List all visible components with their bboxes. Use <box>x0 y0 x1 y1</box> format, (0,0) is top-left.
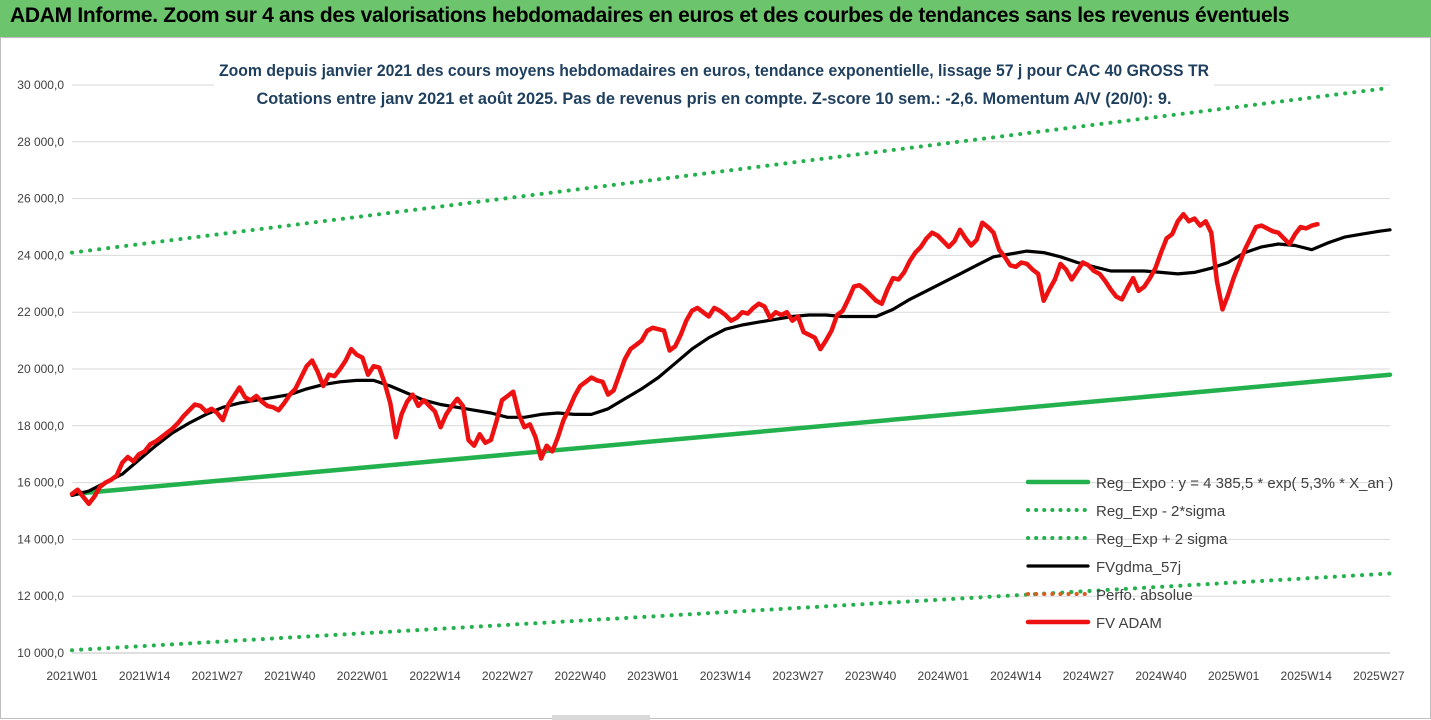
x-tick-label: 2022W27 <box>482 669 534 683</box>
x-tick-label: 2021W40 <box>264 669 316 683</box>
x-axis: 2021W01 2021W14 2021W27 2021W40 2022W01 2022W… <box>46 652 1405 683</box>
series-line-1 <box>70 571 1392 653</box>
x-tick-label: 2022W14 <box>409 669 461 683</box>
x-tick-label: 2021W01 <box>46 669 98 683</box>
y-tick-label: 10 000,0 <box>17 646 64 660</box>
y-tick-label: 26 000,0 <box>17 192 64 206</box>
x-tick-label: 2024W27 <box>1063 669 1115 683</box>
series-line-5 <box>69 211 1320 507</box>
y-tick-label: 22 000,0 <box>17 305 64 319</box>
x-tick-label: 2025W14 <box>1281 669 1333 683</box>
legend-label: FV ADAM <box>1096 615 1162 632</box>
x-tick-label: 2025W27 <box>1353 669 1405 683</box>
x-tick-label: 2024W01 <box>918 669 970 683</box>
x-tick-label: 2021W14 <box>119 669 171 683</box>
banner-title: ADAM Informe. Zoom sur 4 ans des valoris… <box>10 4 1290 27</box>
x-tick-label: 2023W01 <box>627 669 679 683</box>
x-tick-label: 2024W40 <box>1135 669 1187 683</box>
y-tick-label: 28 000,0 <box>17 135 64 149</box>
series-line-0 <box>69 372 1393 497</box>
x-tick-label: 2025W01 <box>1208 669 1260 683</box>
x-tick-label: 2022W01 <box>337 669 389 683</box>
legend-label: Perfo. absolue <box>1096 587 1193 604</box>
scroll-indicator <box>552 715 650 720</box>
legend: Reg_Expo : y = 4 385,5 * exp( 5,3% * X_a… <box>1025 475 1393 632</box>
x-tick-label: 2023W27 <box>772 669 824 683</box>
legend-label: FVgdma_57j <box>1096 559 1181 576</box>
x-tick-label: 2023W40 <box>845 669 897 683</box>
chart-title-line2: Cotations entre janv 2021 et août 2025. … <box>257 89 1172 108</box>
series-group <box>69 85 1393 653</box>
x-tick-label: 2022W40 <box>555 669 607 683</box>
title-banner: ADAM Informe. Zoom sur 4 ans des valoris… <box>0 0 1431 37</box>
chart-titles: Zoom depuis janvier 2021 des cours moyen… <box>214 56 1214 108</box>
y-tick-label: 18 000,0 <box>17 419 64 433</box>
series-line-2 <box>70 85 1392 255</box>
legend-label: Reg_Exp - 2*sigma <box>1096 503 1226 520</box>
y-tick-label: 20 000,0 <box>17 362 64 376</box>
y-tick-label: 14 000,0 <box>17 532 64 546</box>
x-tick-label: 2021W27 <box>192 669 244 683</box>
y-tick-label: 30 000,0 <box>17 78 64 92</box>
y-tick-label: 24 000,0 <box>17 248 64 262</box>
x-tick-label: 2023W14 <box>700 669 752 683</box>
title-background <box>214 56 1214 104</box>
series-line-3 <box>70 228 1392 497</box>
x-tick-label: 2024W14 <box>990 669 1042 683</box>
y-axis: 10 000,0 12 000,0 14 000,0 16 000,0 18 000,0… <box>17 78 64 660</box>
y-tick-label: 12 000,0 <box>17 589 64 603</box>
legend-label: Reg_Exp + 2 sigma <box>1096 531 1228 548</box>
legend-label: Reg_Expo : y = 4 385,5 * exp( 5,3% * X_a… <box>1096 475 1393 492</box>
chart-title-line1: Zoom depuis janvier 2021 des cours moyen… <box>219 61 1209 80</box>
y-tick-label: 16 000,0 <box>17 476 64 490</box>
